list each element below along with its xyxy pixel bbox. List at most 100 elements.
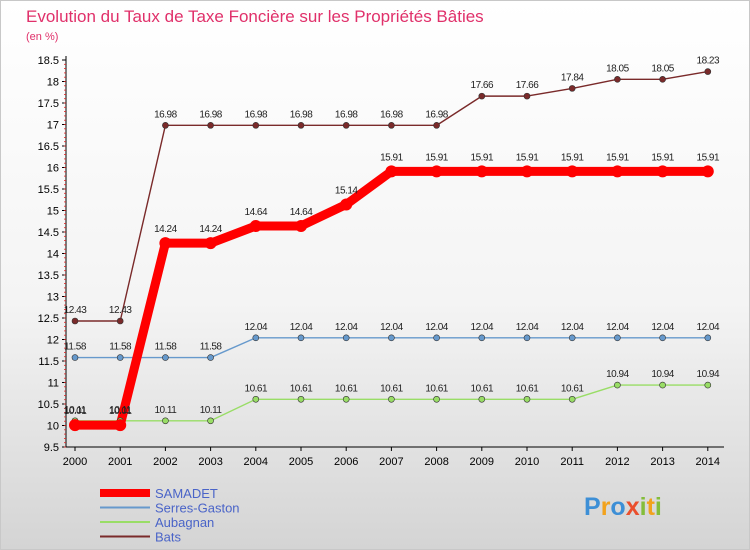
data-label: 15.91	[697, 152, 720, 163]
data-label: 10.01	[109, 406, 132, 417]
data-label: 10.61	[245, 383, 268, 394]
data-point	[568, 334, 576, 342]
y-tick-label: 18	[47, 77, 59, 89]
data-point	[162, 354, 169, 361]
y-tick-label: 16.5	[38, 141, 59, 153]
legend-label: Aubagnan	[155, 515, 214, 530]
x-tick-label: 2011	[560, 456, 584, 468]
data-point	[521, 165, 533, 178]
proxiti-logo: Proxiti	[584, 493, 662, 521]
data-point	[430, 165, 443, 178]
data-label: 15.91	[651, 152, 674, 163]
data-label: 15.91	[516, 152, 539, 163]
data-point	[614, 381, 621, 389]
data-label: 10.61	[471, 383, 494, 394]
y-tick-label: 17.5	[38, 98, 59, 110]
data-label: 11.58	[64, 342, 87, 353]
data-point	[523, 92, 531, 100]
data-point	[566, 165, 579, 178]
data-point	[704, 381, 712, 389]
data-label: 18.23	[697, 56, 720, 67]
data-point	[69, 419, 81, 432]
data-label: 12.04	[290, 322, 313, 333]
data-label: 11.58	[109, 342, 132, 353]
chart-title: Evolution du Taux de Taxe Foncière sur l…	[26, 7, 484, 26]
data-label: 16.98	[290, 109, 313, 120]
x-tick-label: 2001	[108, 456, 132, 468]
data-point	[297, 395, 305, 403]
data-point	[252, 334, 260, 342]
data-point	[342, 334, 350, 342]
data-label: 11.58	[155, 342, 178, 353]
y-tick-label: 18.5	[38, 55, 59, 67]
data-label: 16.98	[199, 109, 222, 120]
data-point	[659, 381, 666, 389]
data-label: 15.91	[471, 152, 494, 163]
data-label: 14.24	[154, 224, 177, 235]
legend-label: Serres-Gaston	[155, 501, 240, 516]
y-tick-label: 11.5	[38, 356, 59, 368]
data-label: 12.04	[335, 322, 358, 333]
data-label: 12.43	[64, 305, 87, 316]
data-point	[71, 354, 79, 361]
logo-text: Proxiti	[584, 493, 662, 521]
y-tick-label: 13.5	[38, 270, 59, 282]
data-label: 18.05	[606, 63, 629, 74]
legend-label: SAMADET	[155, 486, 218, 501]
data-label: 15.91	[606, 152, 629, 163]
y-tick-label: 15.5	[38, 184, 59, 196]
data-point	[342, 122, 350, 129]
data-point	[204, 237, 217, 250]
y-tick-label: 14	[47, 249, 59, 261]
y-axis-unit-label: (en %)	[26, 31, 58, 43]
data-point	[116, 354, 124, 361]
data-point	[433, 334, 440, 342]
legend-label: Bats	[155, 530, 182, 545]
data-point	[207, 354, 214, 361]
x-tick-label: 2009	[470, 456, 494, 468]
data-point	[659, 334, 666, 342]
data-point	[523, 395, 531, 403]
data-label: 10.61	[380, 383, 403, 394]
data-label: 16.98	[245, 109, 268, 120]
data-label: 15.91	[425, 152, 448, 163]
y-tick-label: 11	[48, 378, 59, 390]
data-label: 16.98	[425, 109, 448, 120]
data-point	[342, 395, 350, 403]
data-point	[207, 122, 214, 129]
data-label: 11.58	[200, 342, 223, 353]
data-point	[385, 165, 398, 178]
data-point	[252, 122, 260, 129]
data-label: 10.61	[561, 383, 584, 394]
y-tick-label: 10	[47, 421, 59, 433]
x-tick-label: 2013	[650, 456, 674, 468]
data-point	[252, 395, 260, 403]
data-label: 12.04	[516, 322, 539, 333]
x-tick-label: 2007	[379, 456, 403, 468]
y-tick-label: 17	[47, 120, 59, 132]
data-label: 12.04	[651, 322, 674, 333]
data-label: 17.66	[516, 80, 539, 91]
data-point	[297, 334, 305, 342]
data-label: 15.91	[380, 152, 403, 163]
data-label: 12.04	[561, 322, 584, 333]
data-label: 10.11	[64, 405, 87, 416]
y-tick-label: 12	[47, 335, 59, 347]
data-point	[388, 395, 395, 403]
data-label: 14.64	[290, 207, 313, 218]
data-point	[162, 122, 169, 129]
data-label: 14.64	[245, 207, 268, 218]
data-label: 10.11	[200, 405, 223, 416]
y-tick-label: 15	[47, 206, 59, 218]
data-point	[249, 219, 262, 232]
data-point	[340, 198, 353, 211]
data-point	[116, 317, 124, 325]
data-label: 16.98	[380, 109, 403, 120]
x-tick-label: 2010	[515, 456, 539, 468]
x-tick-label: 2014	[696, 456, 720, 468]
data-label: 14.24	[199, 224, 222, 235]
data-label: 10.61	[425, 383, 448, 394]
